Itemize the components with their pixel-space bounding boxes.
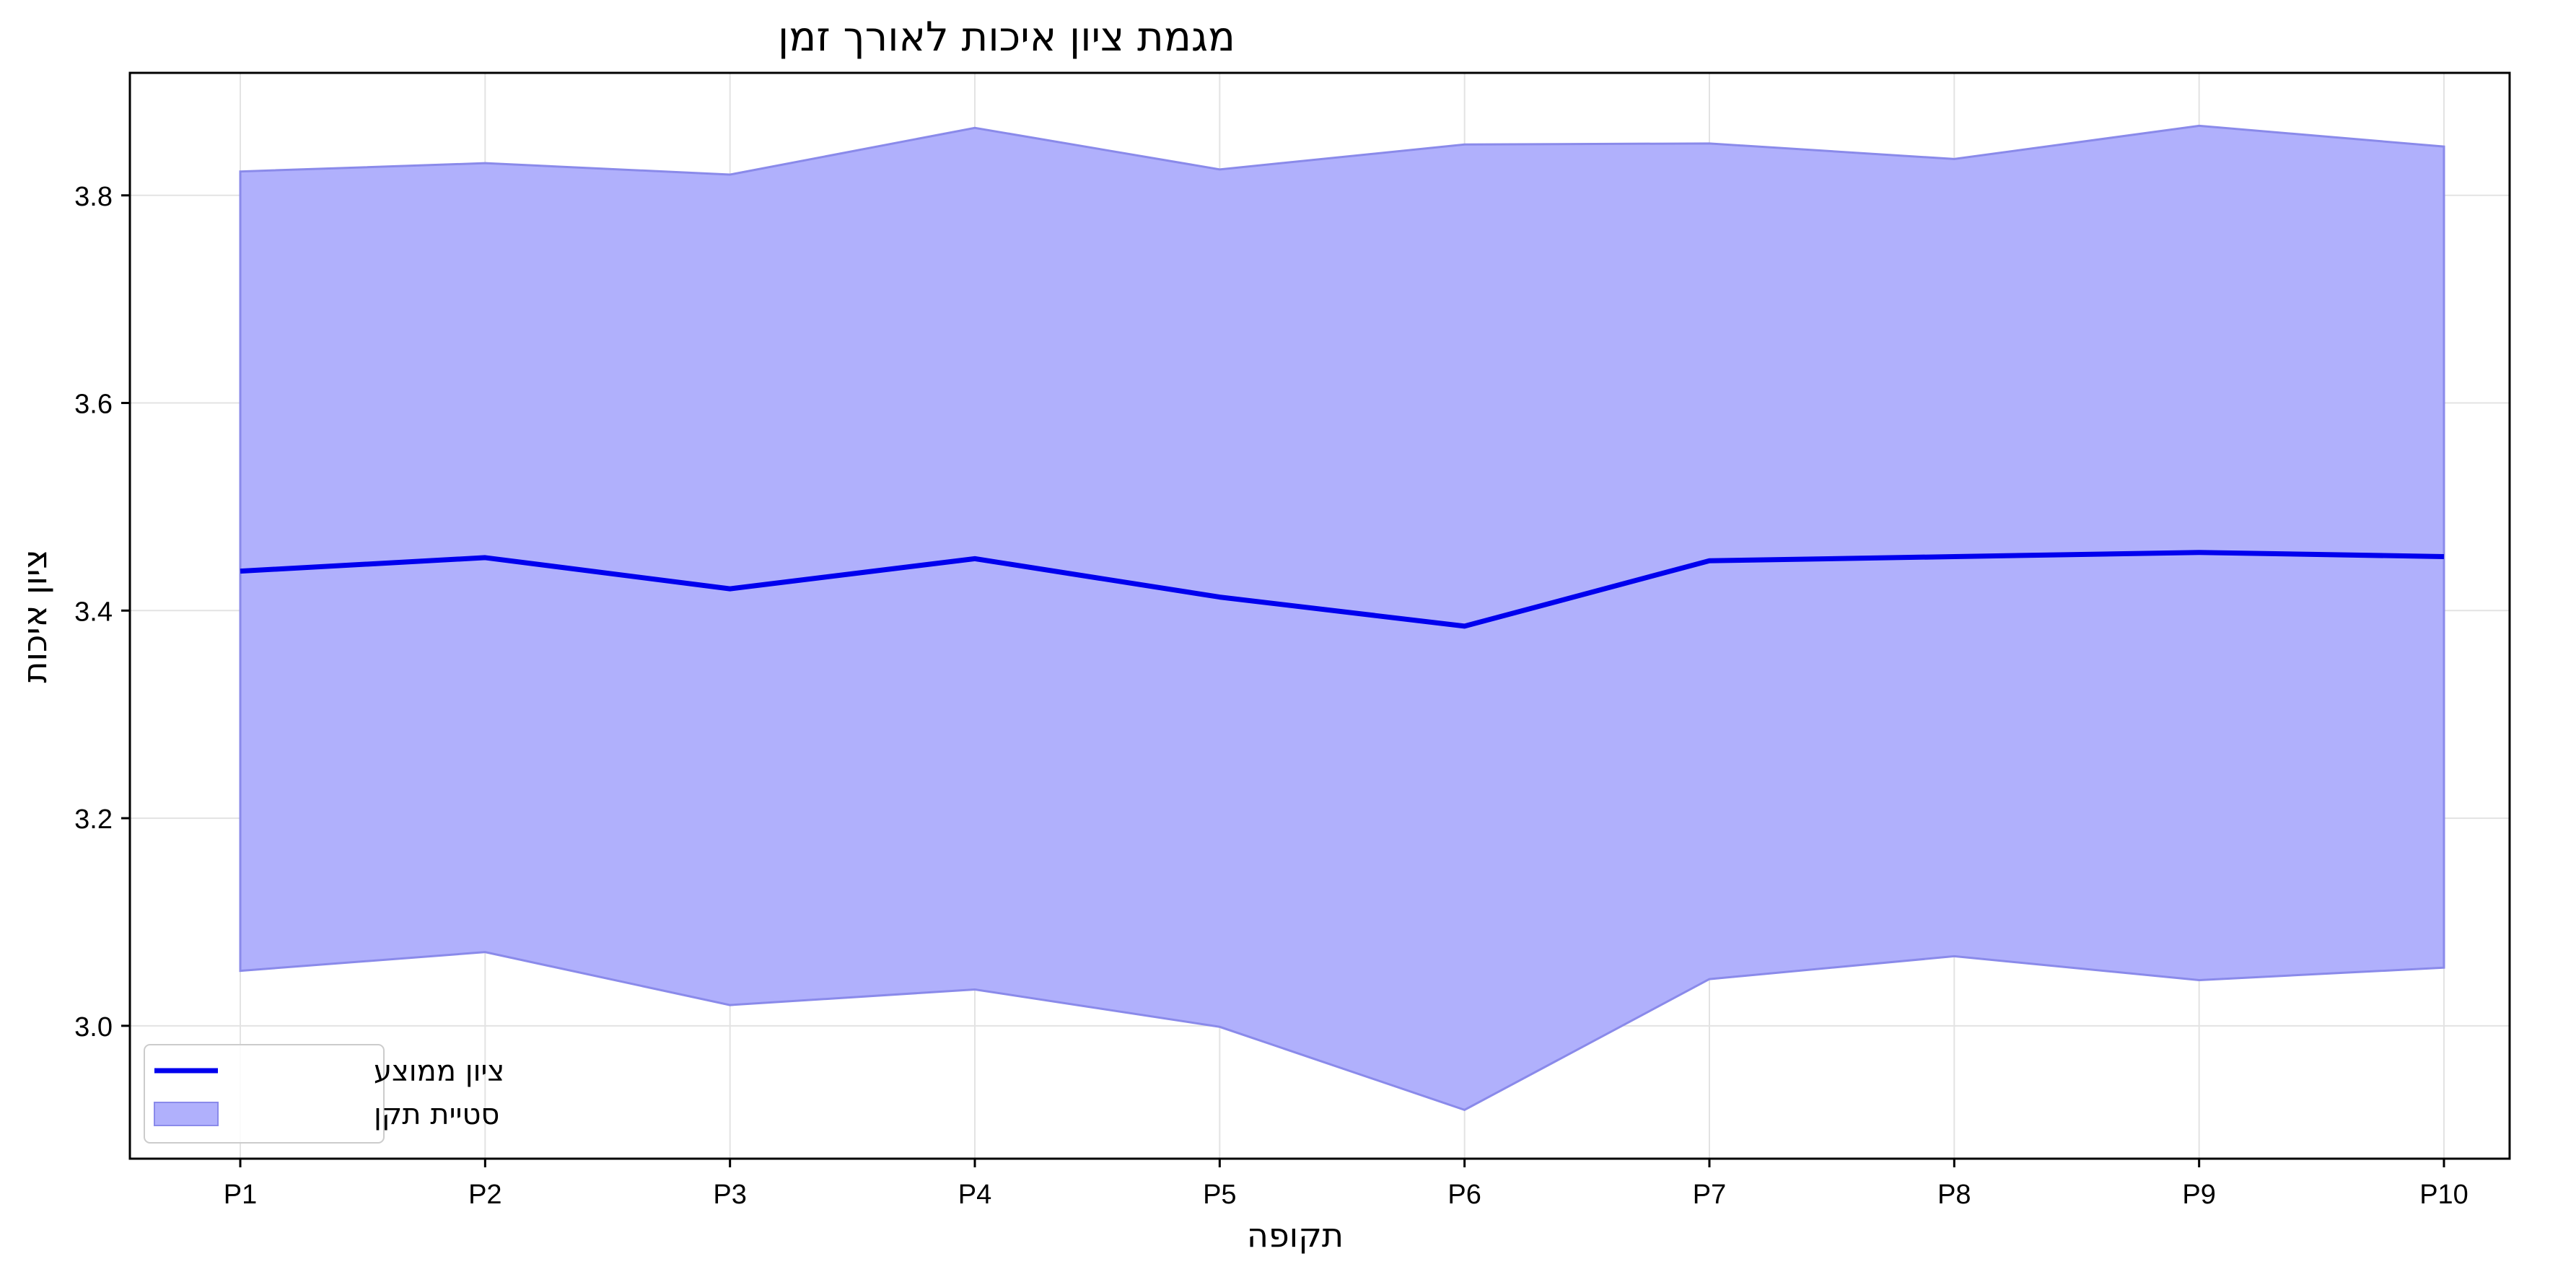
x-tick-label: P4 [958,1180,991,1210]
chart-title: מגמת ציון איכות לאורך זמן [778,14,1235,61]
legend: ציון ממוצע סטיית תקן [144,1044,504,1144]
y-tick-label: 3.4 [74,597,113,627]
y-tick-label: 3.6 [74,390,113,420]
y-axis-label: ציון איכות [15,549,54,683]
mean-line [240,550,2445,629]
x-tick-label: P2 [468,1180,501,1210]
y-tick-label: 3.2 [74,804,113,835]
x-tick-label: P5 [1203,1180,1236,1210]
legend-line-label: ציון ממוצע [374,1055,504,1088]
y-tick-label: 3.0 [74,1012,113,1043]
x-tick-label: P1 [224,1180,257,1210]
x-tick-label: P6 [1447,1180,1481,1210]
x-tick-label: P9 [2182,1180,2215,1210]
mean-line-layer [240,550,2445,629]
x-axis-label: תקופה [1247,1216,1344,1255]
y-tick-label: 3.8 [74,182,113,212]
legend-band-swatch [154,1102,219,1126]
x-tick-label: P7 [1693,1180,1726,1210]
x-tick-label: P8 [1937,1180,1971,1210]
x-axis-ticks: P1 P2 P3 P4 P5 P6 P7 P8 P9 P10 [224,1159,2468,1210]
legend-band-label: סטיית תקן [374,1098,499,1131]
std-band-layer [239,124,2445,1112]
plot-frame [128,71,2511,1160]
std-band-area [239,124,2445,1112]
y-axis-ticks: 3.0 3.2 3.4 3.6 3.8 [74,182,130,1043]
legend-box [144,1044,385,1144]
x-tick-label: P3 [713,1180,746,1210]
x-tick-label: P10 [2419,1180,2468,1210]
